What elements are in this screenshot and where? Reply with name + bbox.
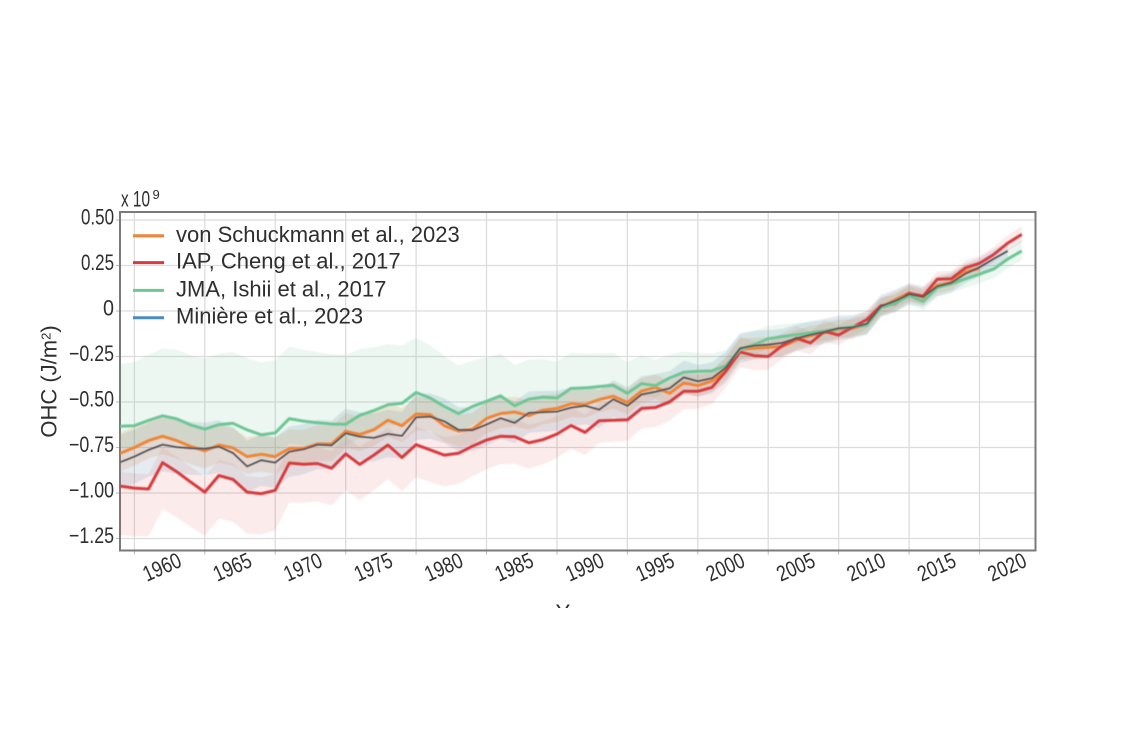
svg-text:x 10: x 10 (121, 187, 150, 212)
svg-text:OHC (J/m2): OHC (J/m2) (37, 325, 62, 437)
svg-text:0.25: 0.25 (81, 250, 114, 275)
svg-text:JMA, Ishii et al., 2017: JMA, Ishii et al., 2017 (176, 276, 386, 301)
svg-text:−0.75: −0.75 (69, 432, 114, 457)
svg-text:Year: Year (556, 600, 600, 625)
svg-text:−0.50: −0.50 (69, 387, 114, 412)
svg-text:0.50: 0.50 (81, 205, 114, 230)
svg-text:IAP, Cheng et al., 2017: IAP, Cheng et al., 2017 (176, 249, 401, 274)
svg-text:von Schuckmann et al., 2023: von Schuckmann et al., 2023 (176, 222, 460, 247)
svg-text:9: 9 (153, 187, 160, 202)
svg-text:Minière et al., 2023: Minière et al., 2023 (176, 304, 363, 329)
svg-text:−0.25: −0.25 (69, 341, 114, 366)
svg-text:−1.25: −1.25 (69, 523, 114, 548)
svg-text:−1.00: −1.00 (69, 478, 114, 503)
svg-text:0: 0 (103, 296, 114, 321)
